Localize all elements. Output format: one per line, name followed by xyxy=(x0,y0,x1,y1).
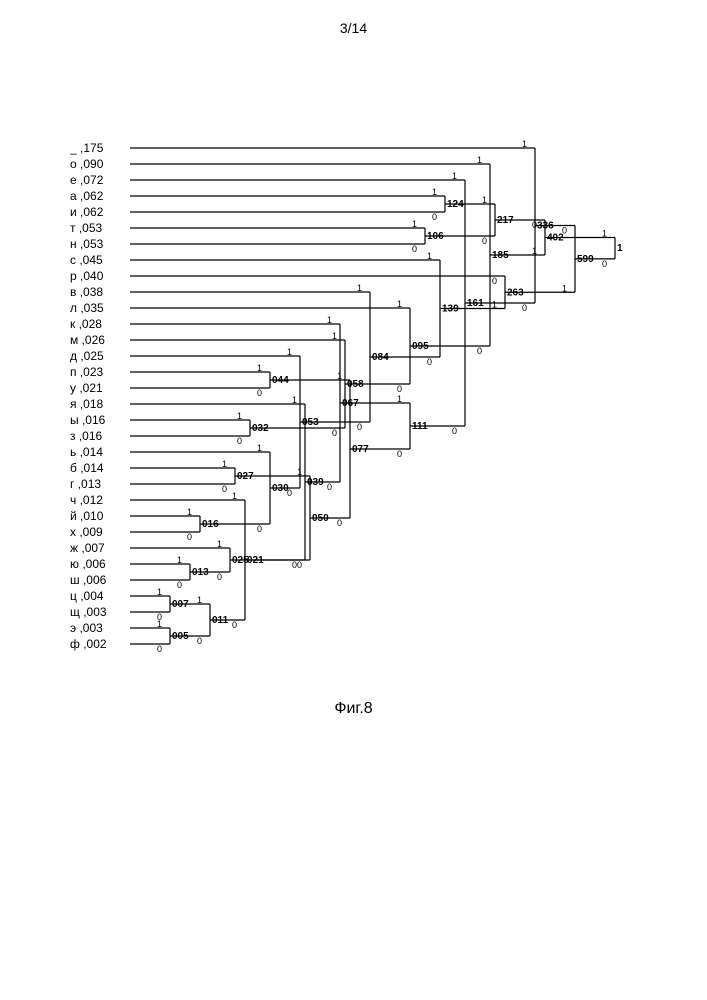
svg-text:1: 1 xyxy=(157,587,162,597)
svg-text:1: 1 xyxy=(397,299,402,309)
svg-text:ы ,016: ы ,016 xyxy=(70,413,106,427)
svg-text:0: 0 xyxy=(482,236,487,246)
svg-text:0: 0 xyxy=(222,484,227,494)
svg-text:0: 0 xyxy=(602,259,607,269)
svg-text:1: 1 xyxy=(602,229,607,239)
svg-text:0: 0 xyxy=(427,357,432,367)
svg-text:0: 0 xyxy=(432,212,437,222)
svg-text:0: 0 xyxy=(157,644,162,654)
svg-text:к ,028: к ,028 xyxy=(70,317,102,331)
svg-text:в ,038: в ,038 xyxy=(70,285,103,299)
svg-text:1: 1 xyxy=(522,140,527,149)
svg-text:0: 0 xyxy=(177,580,182,590)
svg-text:д ,025: д ,025 xyxy=(70,349,104,363)
svg-text:с ,045: с ,045 xyxy=(70,253,103,267)
svg-text:1: 1 xyxy=(257,363,262,373)
svg-text:0: 0 xyxy=(232,620,237,630)
svg-text:0: 0 xyxy=(562,226,567,236)
figure-caption: Фиг.8 xyxy=(0,700,707,718)
svg-text:0: 0 xyxy=(297,560,302,570)
svg-text:1: 1 xyxy=(232,491,237,501)
svg-text:1: 1 xyxy=(427,251,432,261)
svg-text:0: 0 xyxy=(332,428,337,438)
svg-text:0: 0 xyxy=(157,612,162,622)
svg-text:е ,072: е ,072 xyxy=(70,173,104,187)
svg-text:0: 0 xyxy=(287,488,292,498)
svg-text:1: 1 xyxy=(562,283,567,293)
svg-text:0: 0 xyxy=(257,388,262,398)
svg-text:м ,026: м ,026 xyxy=(70,333,105,347)
huffman-tree: _ ,175 о ,090 е ,072 а ,062 и ,062 т ,053 н ,0… xyxy=(70,140,640,670)
svg-text:1: 1 xyxy=(217,539,222,549)
svg-text:р ,040: р ,040 xyxy=(70,269,104,283)
svg-text:0: 0 xyxy=(187,532,192,542)
svg-text:ф ,002: ф ,002 xyxy=(70,637,107,651)
svg-text:ю ,006: ю ,006 xyxy=(70,557,106,571)
svg-text:1: 1 xyxy=(452,171,457,181)
svg-text:0: 0 xyxy=(452,426,457,436)
svg-text:0: 0 xyxy=(237,436,242,446)
svg-text:ш ,006: ш ,006 xyxy=(70,573,107,587)
svg-text:1: 1 xyxy=(197,595,202,605)
page-number: 3/14 xyxy=(0,20,707,36)
svg-text:0: 0 xyxy=(397,384,402,394)
svg-text:1: 1 xyxy=(337,371,342,381)
svg-text:1: 1 xyxy=(237,411,242,421)
svg-text:1: 1 xyxy=(257,443,262,453)
svg-text:0: 0 xyxy=(357,422,362,432)
svg-text:1: 1 xyxy=(412,219,417,229)
svg-text:1: 1 xyxy=(357,283,362,293)
svg-text:о ,090: о ,090 xyxy=(70,157,104,171)
svg-text:1: 1 xyxy=(222,459,227,469)
svg-text:1: 1 xyxy=(617,243,623,254)
svg-text:ь ,014: ь ,014 xyxy=(70,445,103,459)
svg-text:0: 0 xyxy=(217,572,222,582)
svg-text:у ,021: у ,021 xyxy=(70,381,103,395)
svg-text:_ ,175: _ ,175 xyxy=(70,141,104,155)
svg-text:0: 0 xyxy=(337,518,342,528)
svg-text:и ,062: и ,062 xyxy=(70,205,104,219)
svg-text:1: 1 xyxy=(287,347,292,357)
svg-text:н ,053: н ,053 xyxy=(70,237,104,251)
svg-text:х ,009: х ,009 xyxy=(70,525,103,539)
svg-text:э ,003: э ,003 xyxy=(70,621,103,635)
svg-text:0: 0 xyxy=(522,303,527,313)
svg-text:б ,014: б ,014 xyxy=(70,461,104,475)
svg-text:0: 0 xyxy=(412,244,417,254)
svg-text:0: 0 xyxy=(492,276,497,286)
svg-text:1: 1 xyxy=(332,331,337,341)
svg-text:ж ,007: ж ,007 xyxy=(70,541,105,555)
svg-text:ц ,004: ц ,004 xyxy=(70,589,104,603)
svg-text:0: 0 xyxy=(397,449,402,459)
svg-text:1: 1 xyxy=(187,507,192,517)
svg-text:щ ,003: щ ,003 xyxy=(70,605,107,619)
svg-text:1: 1 xyxy=(292,395,297,405)
svg-text:з ,016: з ,016 xyxy=(70,429,103,443)
svg-text:0: 0 xyxy=(327,482,332,492)
svg-text:1: 1 xyxy=(482,195,487,205)
svg-text:п ,023: п ,023 xyxy=(70,365,104,379)
svg-text:1: 1 xyxy=(327,315,332,325)
svg-text:я ,018: я ,018 xyxy=(70,397,104,411)
svg-text:1: 1 xyxy=(492,300,497,310)
svg-text:1: 1 xyxy=(532,246,537,256)
svg-text:1: 1 xyxy=(432,187,437,197)
svg-text:1: 1 xyxy=(477,155,482,165)
svg-text:ч ,012: ч ,012 xyxy=(70,493,103,507)
svg-text:г ,013: г ,013 xyxy=(70,477,101,491)
svg-text:0: 0 xyxy=(197,636,202,646)
svg-text:т ,053: т ,053 xyxy=(70,221,103,235)
svg-text:л ,035: л ,035 xyxy=(70,301,104,315)
svg-text:а ,062: а ,062 xyxy=(70,189,104,203)
svg-text:1: 1 xyxy=(397,394,402,404)
svg-text:1: 1 xyxy=(177,555,182,565)
svg-text:й ,010: й ,010 xyxy=(70,509,104,523)
svg-text:0: 0 xyxy=(257,524,262,534)
svg-text:0: 0 xyxy=(477,346,482,356)
